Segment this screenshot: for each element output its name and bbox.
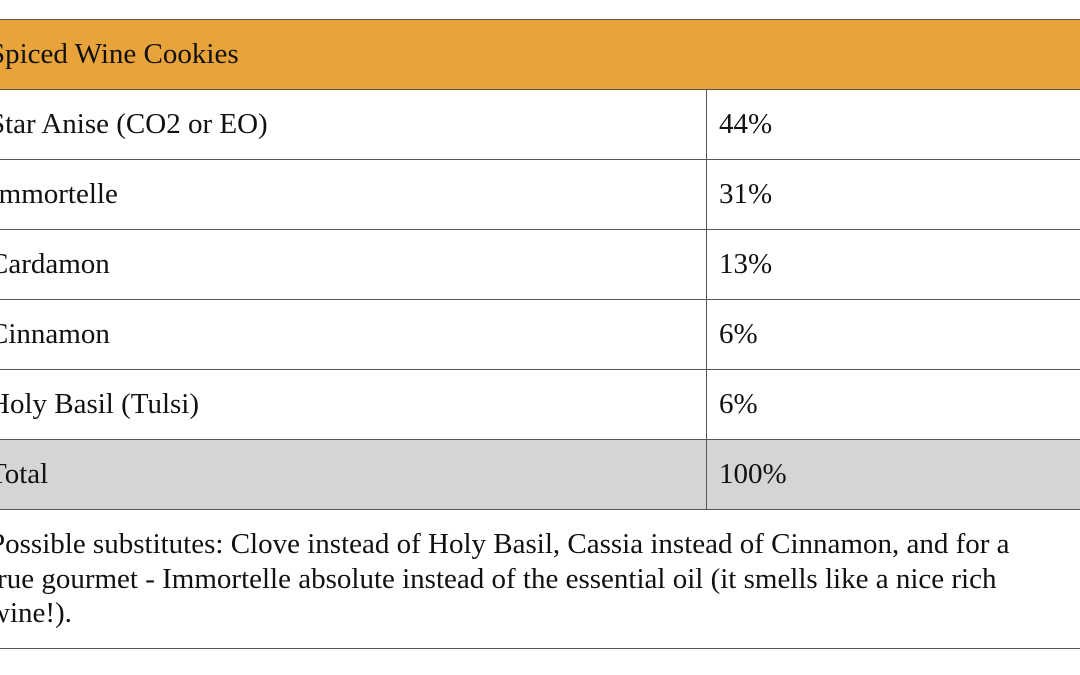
ingredient-percent: 13%: [719, 248, 773, 281]
ingredient-percent: 31%: [719, 178, 773, 211]
ingredient-cell: Cardamon: [0, 229, 707, 300]
table-title-cell: Spiced Wine Cookies: [0, 19, 1080, 90]
ingredient-percent: 6%: [719, 388, 758, 421]
percent-cell: 44%: [705, 89, 1080, 160]
ingredient-cell: Star Anise (CO2 or EO): [0, 89, 707, 160]
ingredient-name: Cinnamon: [0, 318, 110, 351]
total-row: Total 100%: [0, 439, 1080, 510]
ingredient-cell: Immortelle: [0, 159, 707, 230]
note-row: Possible substitutes: Clove instead of H…: [0, 509, 1080, 649]
blend-table: Spiced Wine Cookies Star Anise (CO2 or E…: [0, 19, 1080, 649]
table-row: Immortelle 31%: [0, 159, 1080, 230]
total-percent-cell: 100%: [705, 439, 1080, 510]
percent-cell: 6%: [705, 369, 1080, 440]
ingredient-name: Cardamon: [0, 248, 110, 281]
ingredient-cell: Cinnamon: [0, 299, 707, 370]
substitutes-note: Possible substitutes: Clove instead of H…: [0, 527, 1010, 630]
note-cell: Possible substitutes: Clove instead of H…: [0, 509, 1080, 649]
percent-cell: 6%: [705, 299, 1080, 370]
total-label: Total: [0, 458, 49, 491]
ingredient-name: Immortelle: [0, 178, 118, 211]
table-title: Spiced Wine Cookies: [0, 38, 239, 71]
table-title-row: Spiced Wine Cookies: [0, 19, 1080, 90]
total-percent: 100%: [719, 458, 787, 491]
percent-cell: 31%: [705, 159, 1080, 230]
ingredient-cell: Holy Basil (Tulsi): [0, 369, 707, 440]
table-row: Star Anise (CO2 or EO) 44%: [0, 89, 1080, 160]
table-row: Holy Basil (Tulsi) 6%: [0, 369, 1080, 440]
table-row: Cardamon 13%: [0, 229, 1080, 300]
ingredient-name: Holy Basil (Tulsi): [0, 388, 200, 421]
ingredient-percent: 44%: [719, 108, 773, 141]
ingredient-percent: 6%: [719, 318, 758, 351]
ingredient-name: Star Anise (CO2 or EO): [0, 108, 268, 141]
total-label-cell: Total: [0, 439, 707, 510]
table-row: Cinnamon 6%: [0, 299, 1080, 370]
percent-cell: 13%: [705, 229, 1080, 300]
